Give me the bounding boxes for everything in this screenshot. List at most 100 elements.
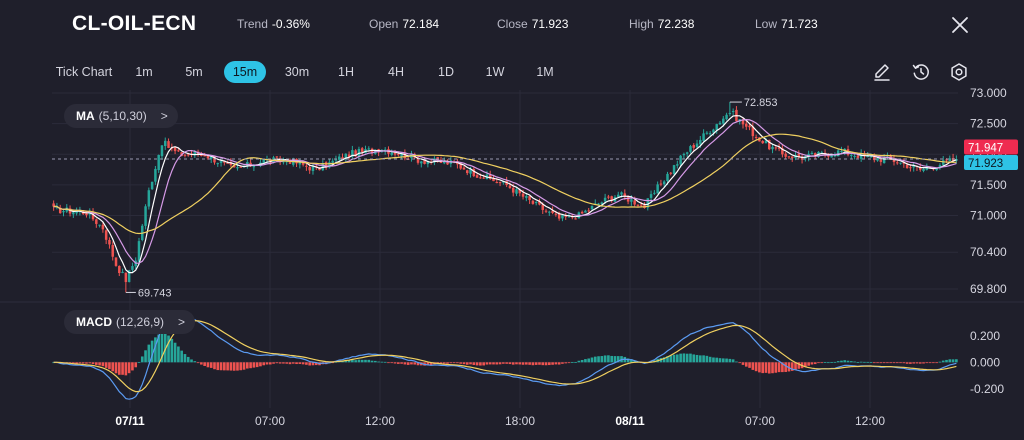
macd-histogram-bar	[377, 361, 380, 363]
candle-body	[534, 202, 538, 204]
high-label: High	[629, 17, 654, 31]
high-marker-label: 72.853	[744, 97, 778, 109]
candle-body	[121, 271, 124, 273]
candle-body	[183, 154, 187, 156]
macd-histogram-bar	[718, 358, 722, 363]
pencil-icon[interactable]	[871, 61, 893, 83]
candle-body	[813, 153, 817, 157]
timeframe-tick-chart[interactable]: Tick Chart	[55, 65, 113, 79]
candle-body	[741, 119, 745, 125]
macd-histogram-bar	[580, 360, 584, 363]
candle-body	[114, 257, 118, 266]
candle-body	[177, 150, 180, 152]
ma5-line	[53, 115, 957, 274]
candle-body	[682, 153, 686, 156]
macd-histogram-bar	[347, 360, 351, 363]
macd-histogram-bar	[246, 362, 249, 369]
macd-histogram-bar	[308, 362, 311, 366]
macd-histogram-bar	[797, 362, 801, 369]
price-chart[interactable]: 73.00072.50072.00071.50071.00070.40069.8…	[0, 88, 1024, 440]
timeframe-15m[interactable]: 15m	[224, 61, 266, 83]
macd-histogram-bar	[787, 362, 791, 372]
macd-histogram-bar	[712, 357, 715, 363]
candle-body	[305, 165, 308, 167]
candle-body	[521, 193, 525, 197]
candle-body	[620, 192, 623, 195]
candle-body	[945, 159, 948, 161]
candle-body	[922, 168, 925, 171]
candle-body	[554, 213, 558, 215]
macd-histogram-bar	[98, 362, 101, 366]
timeframe-30m[interactable]: 30m	[284, 65, 310, 79]
open-stat: Open 72.184	[369, 17, 439, 31]
ma10-line	[53, 118, 957, 264]
macd-histogram-bar	[525, 362, 528, 365]
macd-histogram-bar	[203, 362, 206, 366]
macd-histogram-bar	[872, 362, 876, 364]
macd-histogram-bar	[268, 362, 272, 365]
macd-histogram-bar	[935, 362, 938, 364]
macd-histogram-bar	[439, 362, 443, 364]
timeframe-1m[interactable]: 1m	[135, 65, 153, 79]
price-axis-label: 70.400	[970, 245, 1007, 259]
macd-histogram-bar	[715, 357, 719, 363]
candle-body	[899, 162, 902, 164]
close-icon[interactable]	[948, 13, 972, 37]
ma-indicator-pill[interactable]: MA (5,10,30) >	[64, 104, 178, 128]
macd-histogram-bar	[662, 357, 666, 363]
macd-histogram-bar	[876, 362, 879, 364]
candle-body	[662, 181, 666, 185]
candle-body	[859, 153, 863, 159]
macd-histogram-bar	[413, 362, 417, 365]
macd-histogram-bar	[600, 356, 604, 363]
macd-histogram-bar	[548, 362, 551, 366]
candle-body	[301, 162, 305, 165]
macd-histogram-bar	[909, 362, 912, 364]
candle-body	[656, 184, 659, 194]
macd-histogram-bar	[236, 362, 239, 371]
candle-body	[745, 123, 748, 127]
candle-body	[590, 205, 594, 210]
price-axis-label: 71.500	[970, 178, 1007, 192]
macd-histogram-bar	[374, 360, 377, 363]
low-label: Low	[755, 17, 778, 31]
candle-body	[892, 158, 896, 162]
candle-body	[131, 266, 134, 270]
macd-histogram-bar	[515, 362, 518, 365]
candle-body	[498, 182, 502, 184]
candle-body	[840, 150, 843, 152]
settings-icon[interactable]	[948, 61, 970, 83]
candle-body	[731, 110, 735, 113]
macd-histogram-bar	[830, 362, 833, 363]
history-icon[interactable]	[910, 61, 932, 83]
macd-histogram-bar	[672, 354, 676, 363]
candle-body	[492, 178, 495, 182]
macd-histogram-bar	[229, 362, 233, 371]
timeframe-1h[interactable]: 1H	[338, 65, 354, 79]
macd-histogram-bar	[685, 353, 689, 363]
candle-body	[669, 172, 673, 174]
timeframe-4h[interactable]: 4H	[388, 65, 404, 79]
macd-histogram-bar	[75, 362, 78, 364]
macd-indicator-pill[interactable]: MACD (12,26,9) >	[64, 310, 196, 334]
macd-histogram-bar	[616, 356, 620, 363]
macd-histogram-bar	[426, 362, 430, 366]
candle-body	[754, 136, 758, 138]
candle-body	[774, 147, 778, 149]
candle-body	[383, 149, 387, 151]
timeframe-1w[interactable]: 1W	[485, 65, 505, 79]
macd-histogram-bar	[695, 354, 699, 363]
macd-histogram-bar	[298, 362, 302, 364]
candle-body	[495, 182, 499, 184]
candle-body	[948, 158, 952, 161]
candle-body	[311, 166, 315, 171]
timeframe-1d[interactable]: 1D	[438, 65, 454, 79]
timeframe-5m[interactable]: 5m	[185, 65, 203, 79]
candle-body	[393, 152, 397, 155]
candle-body	[896, 162, 899, 164]
timeframe-1M[interactable]: 1M	[536, 65, 554, 79]
macd-histogram-bar	[400, 362, 403, 364]
candle-body	[626, 197, 630, 202]
candle-body	[702, 133, 705, 141]
candle-body	[236, 167, 239, 169]
